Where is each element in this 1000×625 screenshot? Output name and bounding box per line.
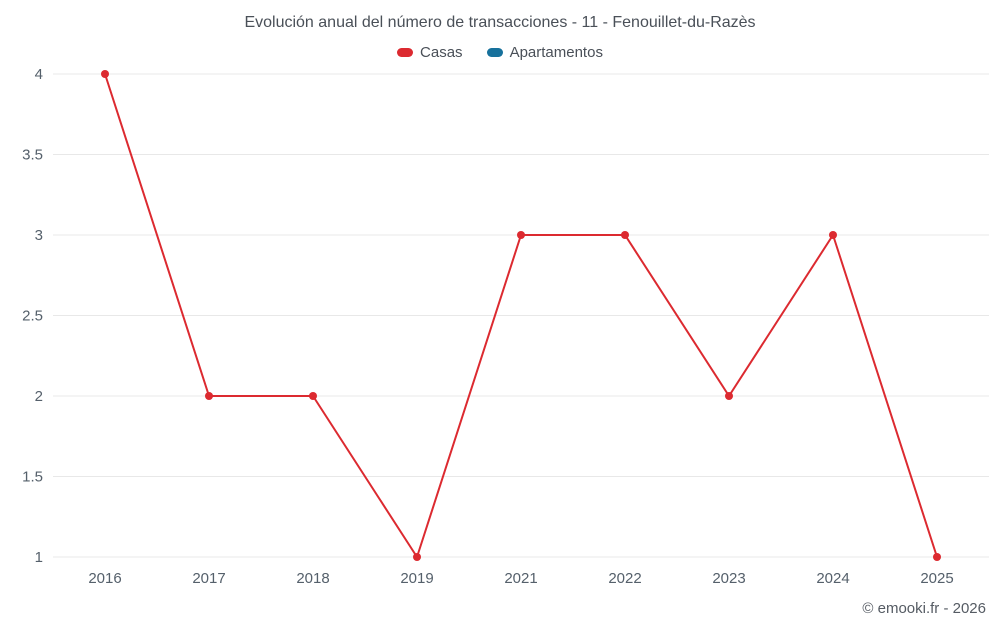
legend-item-casas[interactable]: Casas	[397, 44, 463, 61]
y-axis-tick-label: 4	[35, 66, 43, 83]
chart-credits: © emooki.fr - 2026	[862, 600, 986, 617]
x-axis-tick-label: 2023	[712, 570, 745, 587]
y-axis-tick-label: 2	[35, 388, 43, 405]
y-axis-tick-label: 2.5	[22, 308, 43, 325]
legend-label-apartamentos: Apartamentos	[509, 44, 603, 61]
x-axis-tick-label: 2019	[400, 570, 433, 587]
x-axis-tick-label: 2021	[504, 570, 537, 587]
x-axis-tick-label: 2025	[920, 570, 953, 587]
data-point[interactable]	[413, 553, 421, 561]
x-axis-tick-label: 2016	[88, 570, 121, 587]
apartamentos-legend-marker-icon	[486, 48, 503, 57]
data-point[interactable]	[933, 553, 941, 561]
legend-label-casas: Casas	[420, 44, 463, 61]
data-point[interactable]	[101, 70, 109, 78]
x-axis-tick-label: 2024	[816, 570, 849, 587]
x-axis-tick-label: 2017	[192, 570, 225, 587]
y-axis-tick-label: 1	[35, 549, 43, 566]
data-point[interactable]	[725, 392, 733, 400]
x-axis-tick-label: 2022	[608, 570, 641, 587]
data-point[interactable]	[309, 392, 317, 400]
data-point[interactable]	[517, 231, 525, 239]
data-point[interactable]	[829, 231, 837, 239]
y-axis-tick-label: 3	[35, 227, 43, 244]
y-axis-tick-label: 1.5	[22, 469, 43, 486]
casas-legend-marker-icon	[397, 48, 414, 57]
x-axis-tick-label: 2018	[296, 570, 329, 587]
data-point[interactable]	[621, 231, 629, 239]
chart-legend: Casas Apartamentos	[0, 44, 1000, 61]
legend-item-apartamentos[interactable]: Apartamentos	[486, 44, 603, 61]
chart-title: Evolución anual del número de transaccio…	[244, 14, 756, 31]
y-axis-tick-label: 3.5	[22, 147, 43, 164]
data-point[interactable]	[205, 392, 213, 400]
